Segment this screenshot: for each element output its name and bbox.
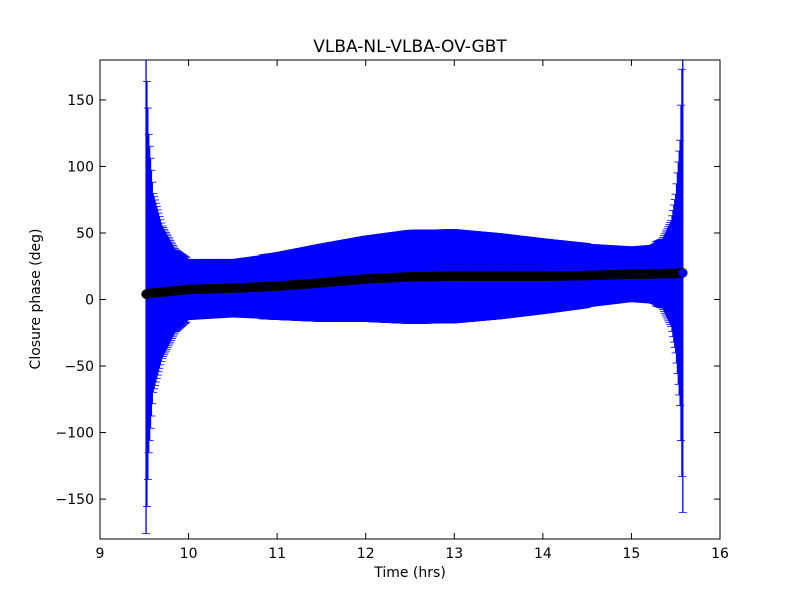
y-tick-label: −150	[56, 492, 94, 508]
data-layer	[141, 60, 688, 535]
x-tick-label: 11	[268, 546, 286, 562]
x-tick-label: 15	[623, 546, 641, 562]
y-tick-label: 100	[67, 159, 94, 175]
y-tick-label: 150	[67, 93, 94, 109]
y-axis-title: Closure phase (deg)	[28, 229, 44, 370]
x-tick-label: 13	[445, 546, 463, 562]
x-tick-label: 12	[357, 546, 375, 562]
y-tick-label: −50	[64, 359, 94, 375]
point-layer	[141, 268, 688, 299]
y-tick-label: 0	[85, 293, 94, 309]
x-tick-label: 9	[96, 546, 105, 562]
x-axis-title: Time (hrs)	[373, 565, 446, 581]
y-tick-label: −100	[56, 426, 94, 442]
data-point	[678, 268, 688, 278]
errorcap-layer	[142, 68, 687, 535]
y-tick-label: 50	[76, 226, 94, 242]
chart-title: VLBA-NL-VLBA-OV-GBT	[313, 37, 507, 57]
x-tick-label: 14	[534, 546, 552, 562]
x-tick-label: 10	[180, 546, 198, 562]
x-tick-label: 16	[711, 546, 729, 562]
tick-layer: 9 10 11 12 13 14 15 16 −150 −100 −50 0 50 100 150	[56, 60, 729, 562]
